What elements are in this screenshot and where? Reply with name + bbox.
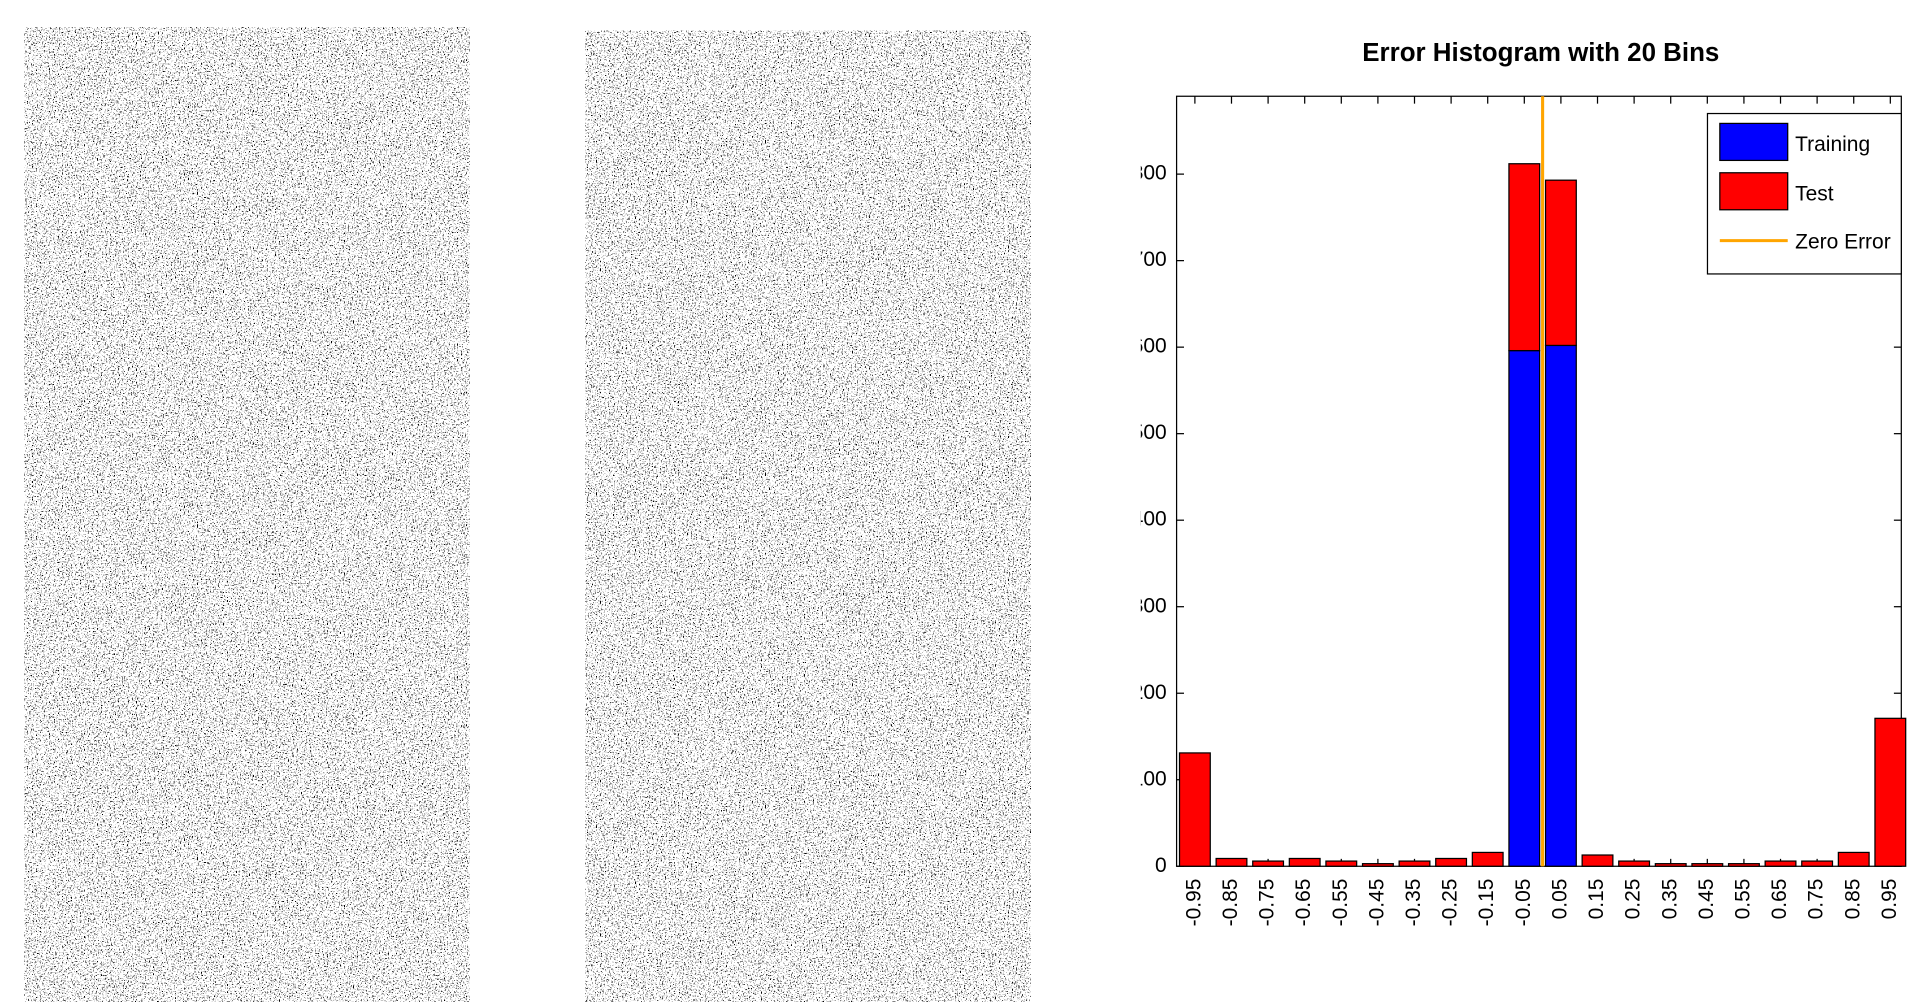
x-tick-label: 0.55: [1731, 879, 1754, 920]
bar: [1215, 857, 1248, 867]
x-tick-label: 0.85: [1841, 879, 1864, 920]
y-tick-label: 0: [1155, 854, 1167, 877]
bar: [1471, 851, 1504, 867]
bar: [1544, 344, 1577, 867]
legend-swatch: [1719, 122, 1789, 162]
legend-swatch: [1719, 172, 1789, 211]
x-tick-label: -0.05: [1512, 879, 1535, 927]
bar: [1325, 860, 1358, 867]
bar: [1508, 349, 1541, 867]
bar: [1581, 854, 1614, 867]
x-tick-label: -0.65: [1292, 879, 1315, 927]
bar: [1508, 163, 1541, 352]
bar: [1874, 717, 1907, 867]
y-tick-label: 500: [1132, 421, 1167, 444]
bar: [1764, 860, 1797, 867]
bar: [1252, 860, 1285, 867]
bar: [1435, 857, 1468, 867]
x-tick-label: 0.35: [1658, 879, 1681, 920]
bar: [1801, 860, 1834, 867]
bar: [1727, 863, 1760, 867]
chart-title: Error Histogram with 20 Bins: [1362, 39, 1719, 67]
x-tick-label: 0.05: [1548, 879, 1571, 920]
y-tick-label: 700: [1132, 248, 1167, 271]
x-tick-label: 0.75: [1805, 879, 1828, 920]
x-tick-label: -0.35: [1402, 879, 1425, 927]
x-tick-label: -0.25: [1439, 879, 1462, 927]
noise-image-middle: [585, 30, 1031, 1002]
bar: [1618, 860, 1651, 867]
legend-label: Training: [1795, 133, 1870, 156]
x-tick-label: -0.45: [1365, 879, 1388, 927]
bar: [1288, 857, 1321, 867]
legend-label: Test: [1795, 183, 1834, 206]
x-tick-label: -0.95: [1182, 879, 1205, 927]
y-tick-label: 800: [1132, 162, 1167, 185]
y-tick-label: 100: [1132, 767, 1167, 790]
legend-label: Zero Error: [1795, 231, 1891, 254]
y-tick-label: 200: [1132, 681, 1167, 704]
x-tick-label: 0.15: [1585, 879, 1608, 920]
x-tick-label: 0.45: [1695, 879, 1718, 920]
x-tick-label: -0.15: [1475, 879, 1498, 927]
x-tick-label: -0.75: [1256, 879, 1279, 927]
x-tick-label: 0.65: [1768, 879, 1791, 920]
bar: [1544, 179, 1577, 347]
noise-image-left: [24, 27, 470, 1002]
bar: [1654, 863, 1687, 867]
legend: Training Test Zero Error: [1706, 112, 1902, 275]
x-tick-label: -0.55: [1329, 879, 1352, 927]
x-tick-label: -0.85: [1219, 879, 1242, 927]
x-tick-label: 0.25: [1622, 879, 1645, 920]
bar: [1837, 851, 1870, 867]
y-tick-label: 300: [1132, 594, 1167, 617]
x-tick-label: 0.95: [1878, 879, 1901, 920]
y-tick-label: 600: [1132, 335, 1167, 358]
bar: [1691, 863, 1724, 867]
bar: [1398, 860, 1431, 867]
bar: [1361, 863, 1394, 867]
bar: [1178, 752, 1211, 867]
y-tick-label: 400: [1132, 508, 1167, 531]
